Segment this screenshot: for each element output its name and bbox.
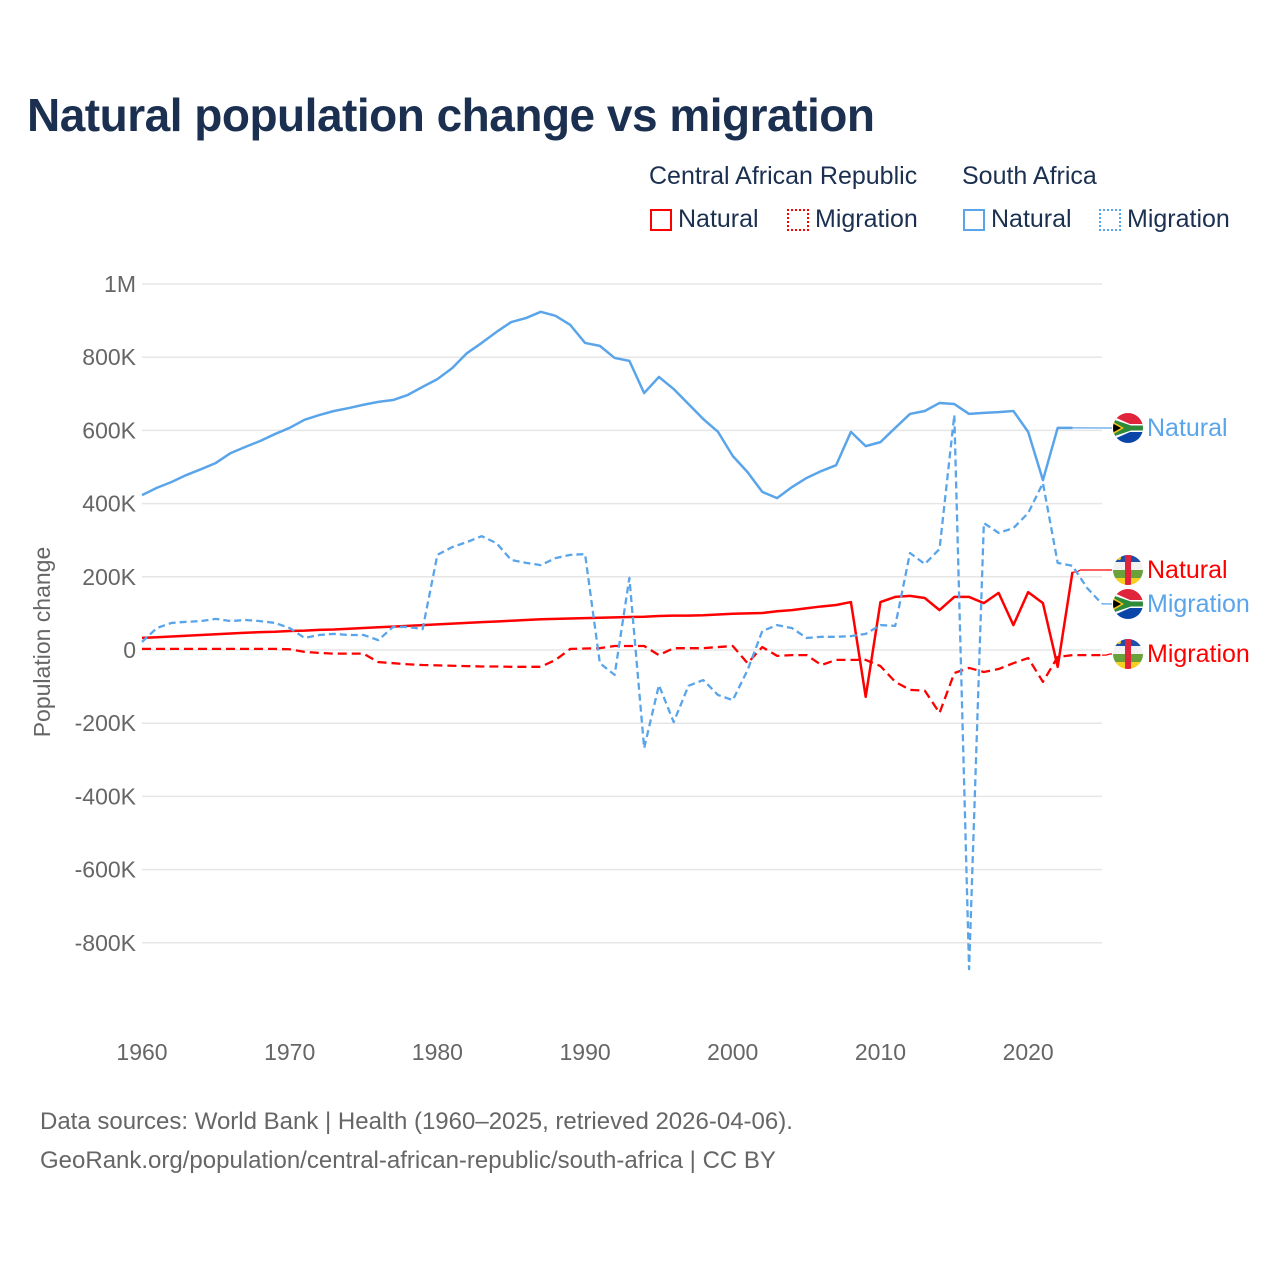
series-line-car-natural[interactable]: [141, 571, 1074, 699]
footer-sources: Data sources: World Bank | Health (1960–…: [40, 1108, 793, 1135]
y-tick-label: 200K: [82, 564, 136, 590]
x-tick-label: 2010: [855, 1039, 906, 1065]
end-label-car-natural: Natural: [1147, 556, 1228, 584]
y-axis-label: Population change: [29, 547, 55, 738]
x-tick-label: 1960: [116, 1039, 167, 1065]
legend-swatch-solid-red: [650, 208, 672, 231]
y-tick-label: 400K: [82, 491, 136, 517]
y-tick-label: 600K: [82, 417, 136, 443]
y-tick-label: -600K: [75, 857, 137, 883]
x-tick-label: 2020: [1003, 1039, 1054, 1065]
legend-label: Migration: [815, 205, 918, 233]
y-tick-label: -800K: [75, 930, 137, 956]
central-african-republic-flag-icon: [1112, 638, 1144, 670]
x-tick-label: 1970: [264, 1039, 315, 1065]
x-tick-label: 2000: [707, 1039, 758, 1065]
chart-title: Natural population change vs migration: [27, 89, 875, 141]
legend-car-natural[interactable]: Natural: [650, 205, 759, 234]
central-african-republic-flag-icon: [1112, 554, 1144, 586]
legend-label: Natural: [678, 205, 759, 233]
x-tick-label: 1980: [412, 1039, 463, 1065]
legend-swatch-dotted-blue: [1099, 208, 1121, 231]
x-tick-label: 1990: [559, 1039, 610, 1065]
y-tick-label: 800K: [82, 344, 136, 370]
y-tick-label: -200K: [75, 710, 137, 736]
connector-line: [1072, 569, 1112, 573]
legend-swatch-dotted-red: [787, 208, 809, 231]
y-tick-label: 0: [123, 637, 136, 663]
footer-url[interactable]: GeoRank.org/population/central-african-r…: [40, 1147, 776, 1174]
end-label-sa-natural: Natural: [1147, 414, 1228, 442]
legend-label: Migration: [1127, 205, 1230, 233]
south-africa-flag-icon: [1112, 588, 1144, 620]
connector-line: [1102, 653, 1112, 656]
legend-group-car: Central African Republic: [649, 162, 918, 190]
legend-sa-migration[interactable]: Migration: [1099, 205, 1230, 234]
series-line-car-migration[interactable]: [142, 644, 1102, 715]
legend-group-sa: South Africa: [962, 162, 1097, 190]
end-label-sa-migration: Migration: [1147, 590, 1250, 618]
legend-label: Natural: [991, 205, 1072, 233]
series-line-sa-natural[interactable]: [141, 310, 1073, 500]
end-label-car-migration: Migration: [1147, 640, 1250, 668]
legend-car-migration[interactable]: Migration: [787, 205, 918, 234]
series-line-sa-migration[interactable]: [141, 413, 1103, 971]
y-tick-label: -400K: [75, 783, 137, 809]
south-africa-flag-icon: [1112, 412, 1144, 444]
y-tick-label: 1M: [104, 271, 136, 297]
legend-swatch-solid-blue: [963, 208, 985, 231]
legend-sa-natural[interactable]: Natural: [963, 205, 1072, 234]
